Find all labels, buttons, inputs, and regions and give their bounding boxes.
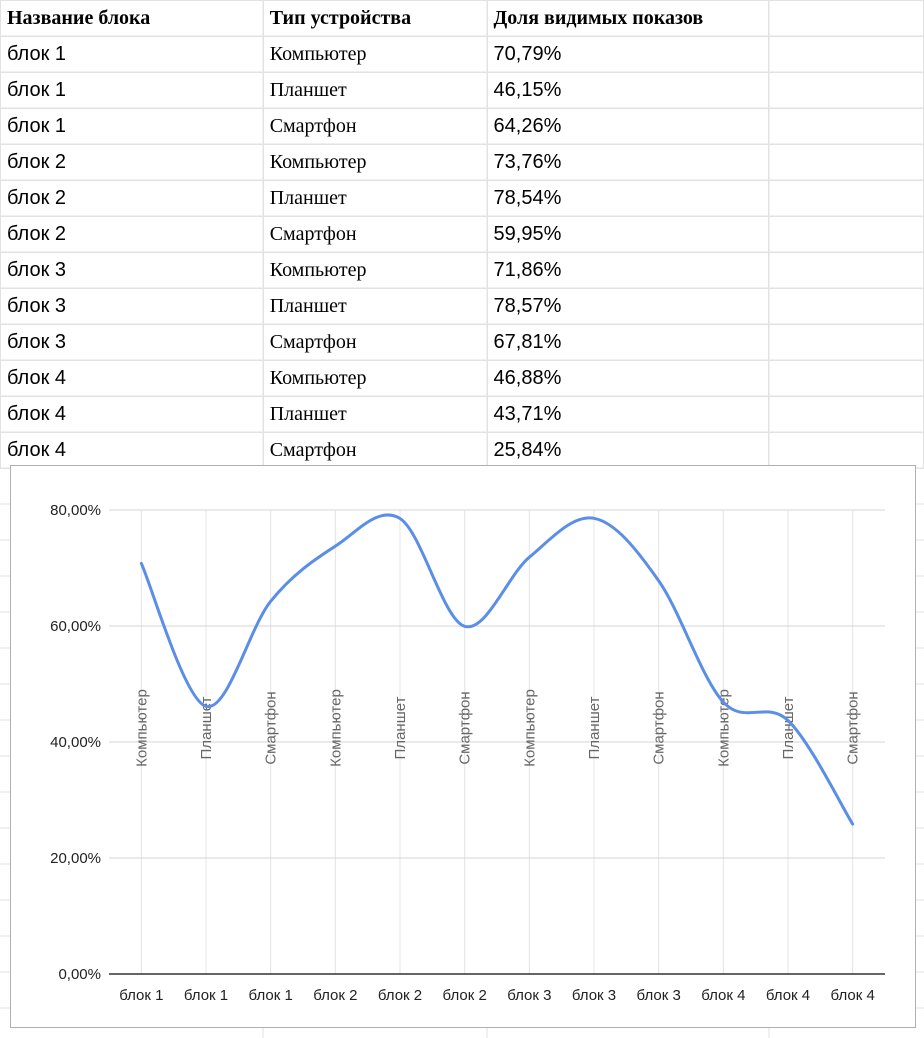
- cell-device-type[interactable]: Планшет: [262, 288, 488, 325]
- cell-empty[interactable]: [768, 36, 924, 73]
- series-line: [139, 513, 855, 826]
- cell-visible-share[interactable]: 43,71%: [486, 396, 770, 433]
- inner-category-label: Смартфон: [457, 691, 474, 764]
- cell-block-name[interactable]: блок 2: [0, 144, 264, 181]
- cell-visible-share[interactable]: 71,86%: [486, 252, 770, 289]
- cell-block-name[interactable]: блок 2: [0, 216, 264, 253]
- cell-empty[interactable]: [768, 252, 924, 289]
- cell-device-type[interactable]: Компьютер: [262, 252, 488, 289]
- cell-empty[interactable]: [768, 216, 924, 253]
- y-tick-label: 40,00%: [50, 734, 101, 751]
- cell-device-type[interactable]: Смартфон: [262, 324, 488, 361]
- x-tick-label: блок 2: [313, 987, 357, 1004]
- x-tick-label: блок 3: [507, 987, 551, 1004]
- x-tick-label: блок 3: [637, 987, 681, 1004]
- cell-empty[interactable]: [768, 144, 924, 181]
- x-tick-label: блок 2: [443, 987, 487, 1004]
- table-row: блок 3 Смартфон 67,81%: [0, 324, 924, 361]
- table-row: блок 1 Смартфон 64,26%: [0, 108, 924, 145]
- cell-empty[interactable]: [768, 72, 924, 109]
- cell-visible-share[interactable]: 78,54%: [486, 180, 770, 217]
- line-chart[interactable]: 0,00% 20,00% 40,00% 60,00% 80,00% блок 1 блок …: [10, 465, 916, 1028]
- inner-category-label: Компьютер: [715, 689, 732, 767]
- x-tick-label: блок 4: [831, 987, 875, 1004]
- x-tick-label: блок 1: [119, 987, 163, 1004]
- table-row: блок 4 Компьютер 46,88%: [0, 360, 924, 397]
- table-header-row: Название блока Тип устройства Доля видим…: [0, 0, 924, 37]
- cell-block-name[interactable]: блок 3: [0, 252, 264, 289]
- x-tick-label: блок 4: [701, 987, 745, 1004]
- inner-category-label: Компьютер: [133, 689, 150, 767]
- cell-visible-share[interactable]: 46,88%: [486, 360, 770, 397]
- x-tick-label: блок 4: [766, 987, 810, 1004]
- inner-category-label: Смартфон: [651, 691, 668, 764]
- cell-visible-share[interactable]: 70,79%: [486, 36, 770, 73]
- header-block-name[interactable]: Название блока: [0, 0, 264, 37]
- cell-empty[interactable]: [768, 396, 924, 433]
- y-tick-label: 60,00%: [50, 618, 101, 635]
- table-row: блок 2 Планшет 78,54%: [0, 180, 924, 217]
- inner-category-label: Компьютер: [327, 689, 344, 767]
- cell-block-name[interactable]: блок 4: [0, 432, 264, 469]
- inner-category-label: Планшет: [392, 696, 409, 759]
- cell-empty[interactable]: [768, 108, 924, 145]
- x-tick-label: блок 1: [184, 987, 228, 1004]
- x-tick-label: блок 3: [572, 987, 616, 1004]
- header-device-type[interactable]: Тип устройства: [262, 0, 488, 37]
- header-empty[interactable]: [768, 0, 924, 37]
- cell-device-type[interactable]: Смартфон: [262, 216, 488, 253]
- cell-block-name[interactable]: блок 4: [0, 396, 264, 433]
- cell-block-name[interactable]: блок 1: [0, 36, 264, 73]
- cell-block-name[interactable]: блок 4: [0, 360, 264, 397]
- table-row: блок 1 Планшет 46,15%: [0, 72, 924, 109]
- cell-block-name[interactable]: блок 1: [0, 72, 264, 109]
- inner-category-label: Планшет: [198, 696, 215, 759]
- table-row: блок 2 Компьютер 73,76%: [0, 144, 924, 181]
- cell-empty[interactable]: [768, 360, 924, 397]
- cell-device-type[interactable]: Компьютер: [262, 36, 488, 73]
- cell-device-type[interactable]: Планшет: [262, 396, 488, 433]
- table-row: блок 4 Смартфон 25,84%: [0, 432, 924, 469]
- table-row: блок 3 Планшет 78,57%: [0, 288, 924, 325]
- cell-empty[interactable]: [768, 432, 924, 469]
- cell-device-type[interactable]: Планшет: [262, 180, 488, 217]
- cell-visible-share[interactable]: 73,76%: [486, 144, 770, 181]
- cell-device-type[interactable]: Смартфон: [262, 432, 488, 469]
- cell-visible-share[interactable]: 25,84%: [486, 432, 770, 469]
- table-row: блок 3 Компьютер 71,86%: [0, 252, 924, 289]
- header-visible-share[interactable]: Доля видимых показов: [486, 0, 770, 37]
- cell-empty[interactable]: [768, 180, 924, 217]
- cell-device-type[interactable]: Компьютер: [262, 360, 488, 397]
- cell-block-name[interactable]: блок 1: [0, 108, 264, 145]
- inner-category-label: Компьютер: [521, 689, 538, 767]
- table-row: блок 4 Планшет 43,71%: [0, 396, 924, 433]
- inner-category-label: Смартфон: [263, 691, 280, 764]
- cell-visible-share[interactable]: 46,15%: [486, 72, 770, 109]
- table-row: блок 1 Компьютер 70,79%: [0, 36, 924, 73]
- cell-device-type[interactable]: Смартфон: [262, 108, 488, 145]
- cell-visible-share[interactable]: 59,95%: [486, 216, 770, 253]
- cell-empty[interactable]: [768, 288, 924, 325]
- cell-block-name[interactable]: блок 3: [0, 324, 264, 361]
- y-tick-label: 80,00%: [50, 502, 101, 519]
- x-tick-label: блок 2: [378, 987, 422, 1004]
- cell-block-name[interactable]: блок 2: [0, 180, 264, 217]
- cell-empty[interactable]: [768, 324, 924, 361]
- chart-canvas: 0,00% 20,00% 40,00% 60,00% 80,00% блок 1 блок …: [50, 502, 885, 1004]
- cell-visible-share[interactable]: 64,26%: [486, 108, 770, 145]
- y-tick-label: 20,00%: [50, 850, 101, 867]
- inner-category-label: Смартфон: [845, 691, 862, 764]
- inner-category-label: Планшет: [586, 696, 603, 759]
- table-row: блок 2 Смартфон 59,95%: [0, 216, 924, 253]
- data-table: Название блока Тип устройства Доля видим…: [0, 0, 924, 469]
- cell-visible-share[interactable]: 67,81%: [486, 324, 770, 361]
- cell-visible-share[interactable]: 78,57%: [486, 288, 770, 325]
- cell-device-type[interactable]: Планшет: [262, 72, 488, 109]
- inner-category-label: Планшет: [780, 696, 797, 759]
- cell-block-name[interactable]: блок 3: [0, 288, 264, 325]
- cell-device-type[interactable]: Компьютер: [262, 144, 488, 181]
- x-tick-label: блок 1: [249, 987, 293, 1004]
- y-tick-label: 0,00%: [58, 966, 101, 983]
